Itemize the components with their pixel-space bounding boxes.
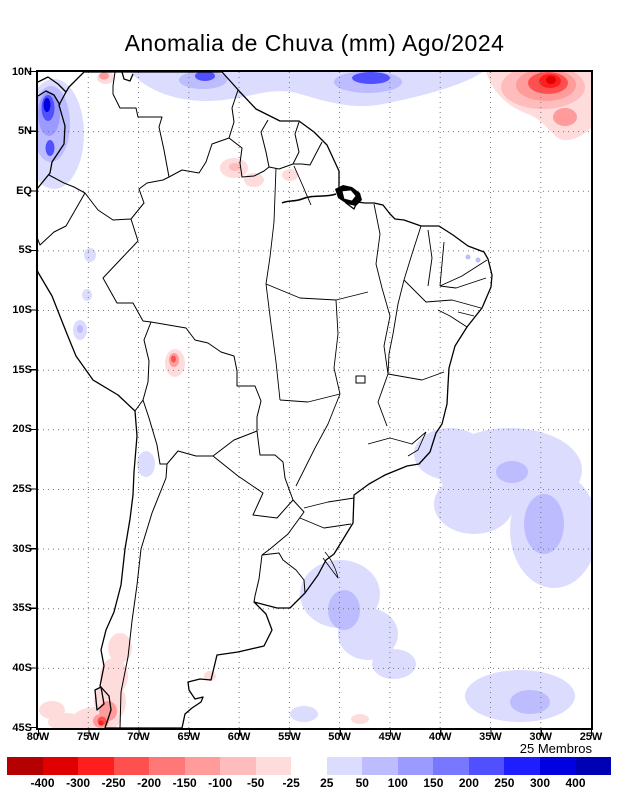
lat-axis-label: 40S (12, 661, 32, 674)
map-canvas (38, 72, 591, 728)
colorbar-segment (575, 757, 612, 775)
lon-tick-marks (38, 729, 592, 736)
lat-axis-label: 5N (17, 125, 32, 138)
lat-axis-label: EQ (16, 184, 32, 197)
country-borders (38, 72, 323, 728)
lat-axis-label: 35S (12, 602, 32, 615)
brasilia-df-square (355, 375, 366, 384)
lon-axis-label: 30W (529, 731, 552, 743)
state-borders (265, 165, 488, 529)
lat-axis-label: 10S (12, 304, 32, 316)
colorbar-segment (362, 757, 398, 775)
lon-axis-label: 75W (76, 731, 100, 743)
colorbar-segment (255, 757, 292, 775)
lon-axis-label: 35W (479, 731, 502, 743)
colorbar-segment (42, 757, 79, 775)
colorbar-tick-label: 100 (387, 776, 408, 790)
lat-axis-label: 5S (18, 244, 32, 257)
colorbar (7, 757, 612, 775)
colorbar-segment (539, 757, 576, 775)
lon-axis-label: 45W (378, 731, 402, 743)
colorbar-segment (433, 757, 469, 775)
amazon-river-mouth (281, 185, 362, 206)
colorbar-segment (7, 757, 43, 775)
lon-axis-label: 80W (26, 731, 50, 743)
lat-axis-label: 15S (12, 363, 32, 376)
map-title: Anomalia de Chuva (mm) Ago/2024 (124, 30, 505, 56)
colorbar-segment (468, 757, 505, 775)
lat-axis-label: 45S (12, 721, 32, 734)
lat-tick-marks (29, 71, 36, 730)
lon-axis-label: 50W (328, 731, 351, 743)
lon-axis-label: 65W (177, 731, 201, 743)
lon-axis-label: 70W (127, 731, 150, 743)
lat-axis-label: 10N (11, 65, 32, 78)
colorbar-segment (220, 757, 256, 775)
colorbar-tick-label: 400 (565, 776, 586, 790)
colorbar-tick-label: -250 (101, 776, 126, 790)
colorbar-tick-label: 300 (529, 776, 551, 790)
colorbar-tick-label: -50 (247, 776, 265, 790)
colorbar-tick-label: -400 (30, 776, 55, 790)
colorbar-tick-label: -300 (66, 776, 91, 790)
colorbar-segment (113, 757, 150, 775)
grid-lines (38, 72, 591, 728)
colorbar-tick-label: 250 (494, 776, 515, 790)
colorbar-tick-label: 25 (320, 776, 334, 790)
colorbar-segment (291, 757, 327, 775)
lon-axis-label: 25W (579, 731, 603, 743)
coastline (38, 72, 493, 728)
colorbar-tick-label: 150 (423, 776, 444, 790)
lat-axis-label: 30S (12, 542, 32, 555)
colorbar-tick-label: -25 (282, 776, 300, 790)
colorbar-segment (149, 757, 185, 775)
colorbar-segment (326, 757, 363, 775)
colorbar-tick-label: 50 (355, 776, 369, 790)
colorbar-tick-label: -150 (172, 776, 197, 790)
colorbar-segment (78, 757, 114, 775)
map-frame (36, 70, 593, 730)
colorbar-tick-label: -200 (137, 776, 162, 790)
colorbar-segment (184, 757, 221, 775)
lon-axis-label: 55W (278, 731, 301, 743)
lon-axis-label: 60W (227, 731, 251, 743)
lat-axis-label: 20S (12, 423, 32, 436)
colorbar-segment (397, 757, 434, 775)
members-label: 25 Membros (519, 741, 592, 756)
lon-axis-label: 40W (428, 731, 452, 743)
lat-axis-label: 25S (12, 483, 32, 495)
colorbar-segment (504, 757, 540, 775)
colorbar-tick-label: 200 (458, 776, 479, 790)
colorbar-tick-label: -100 (208, 776, 233, 790)
